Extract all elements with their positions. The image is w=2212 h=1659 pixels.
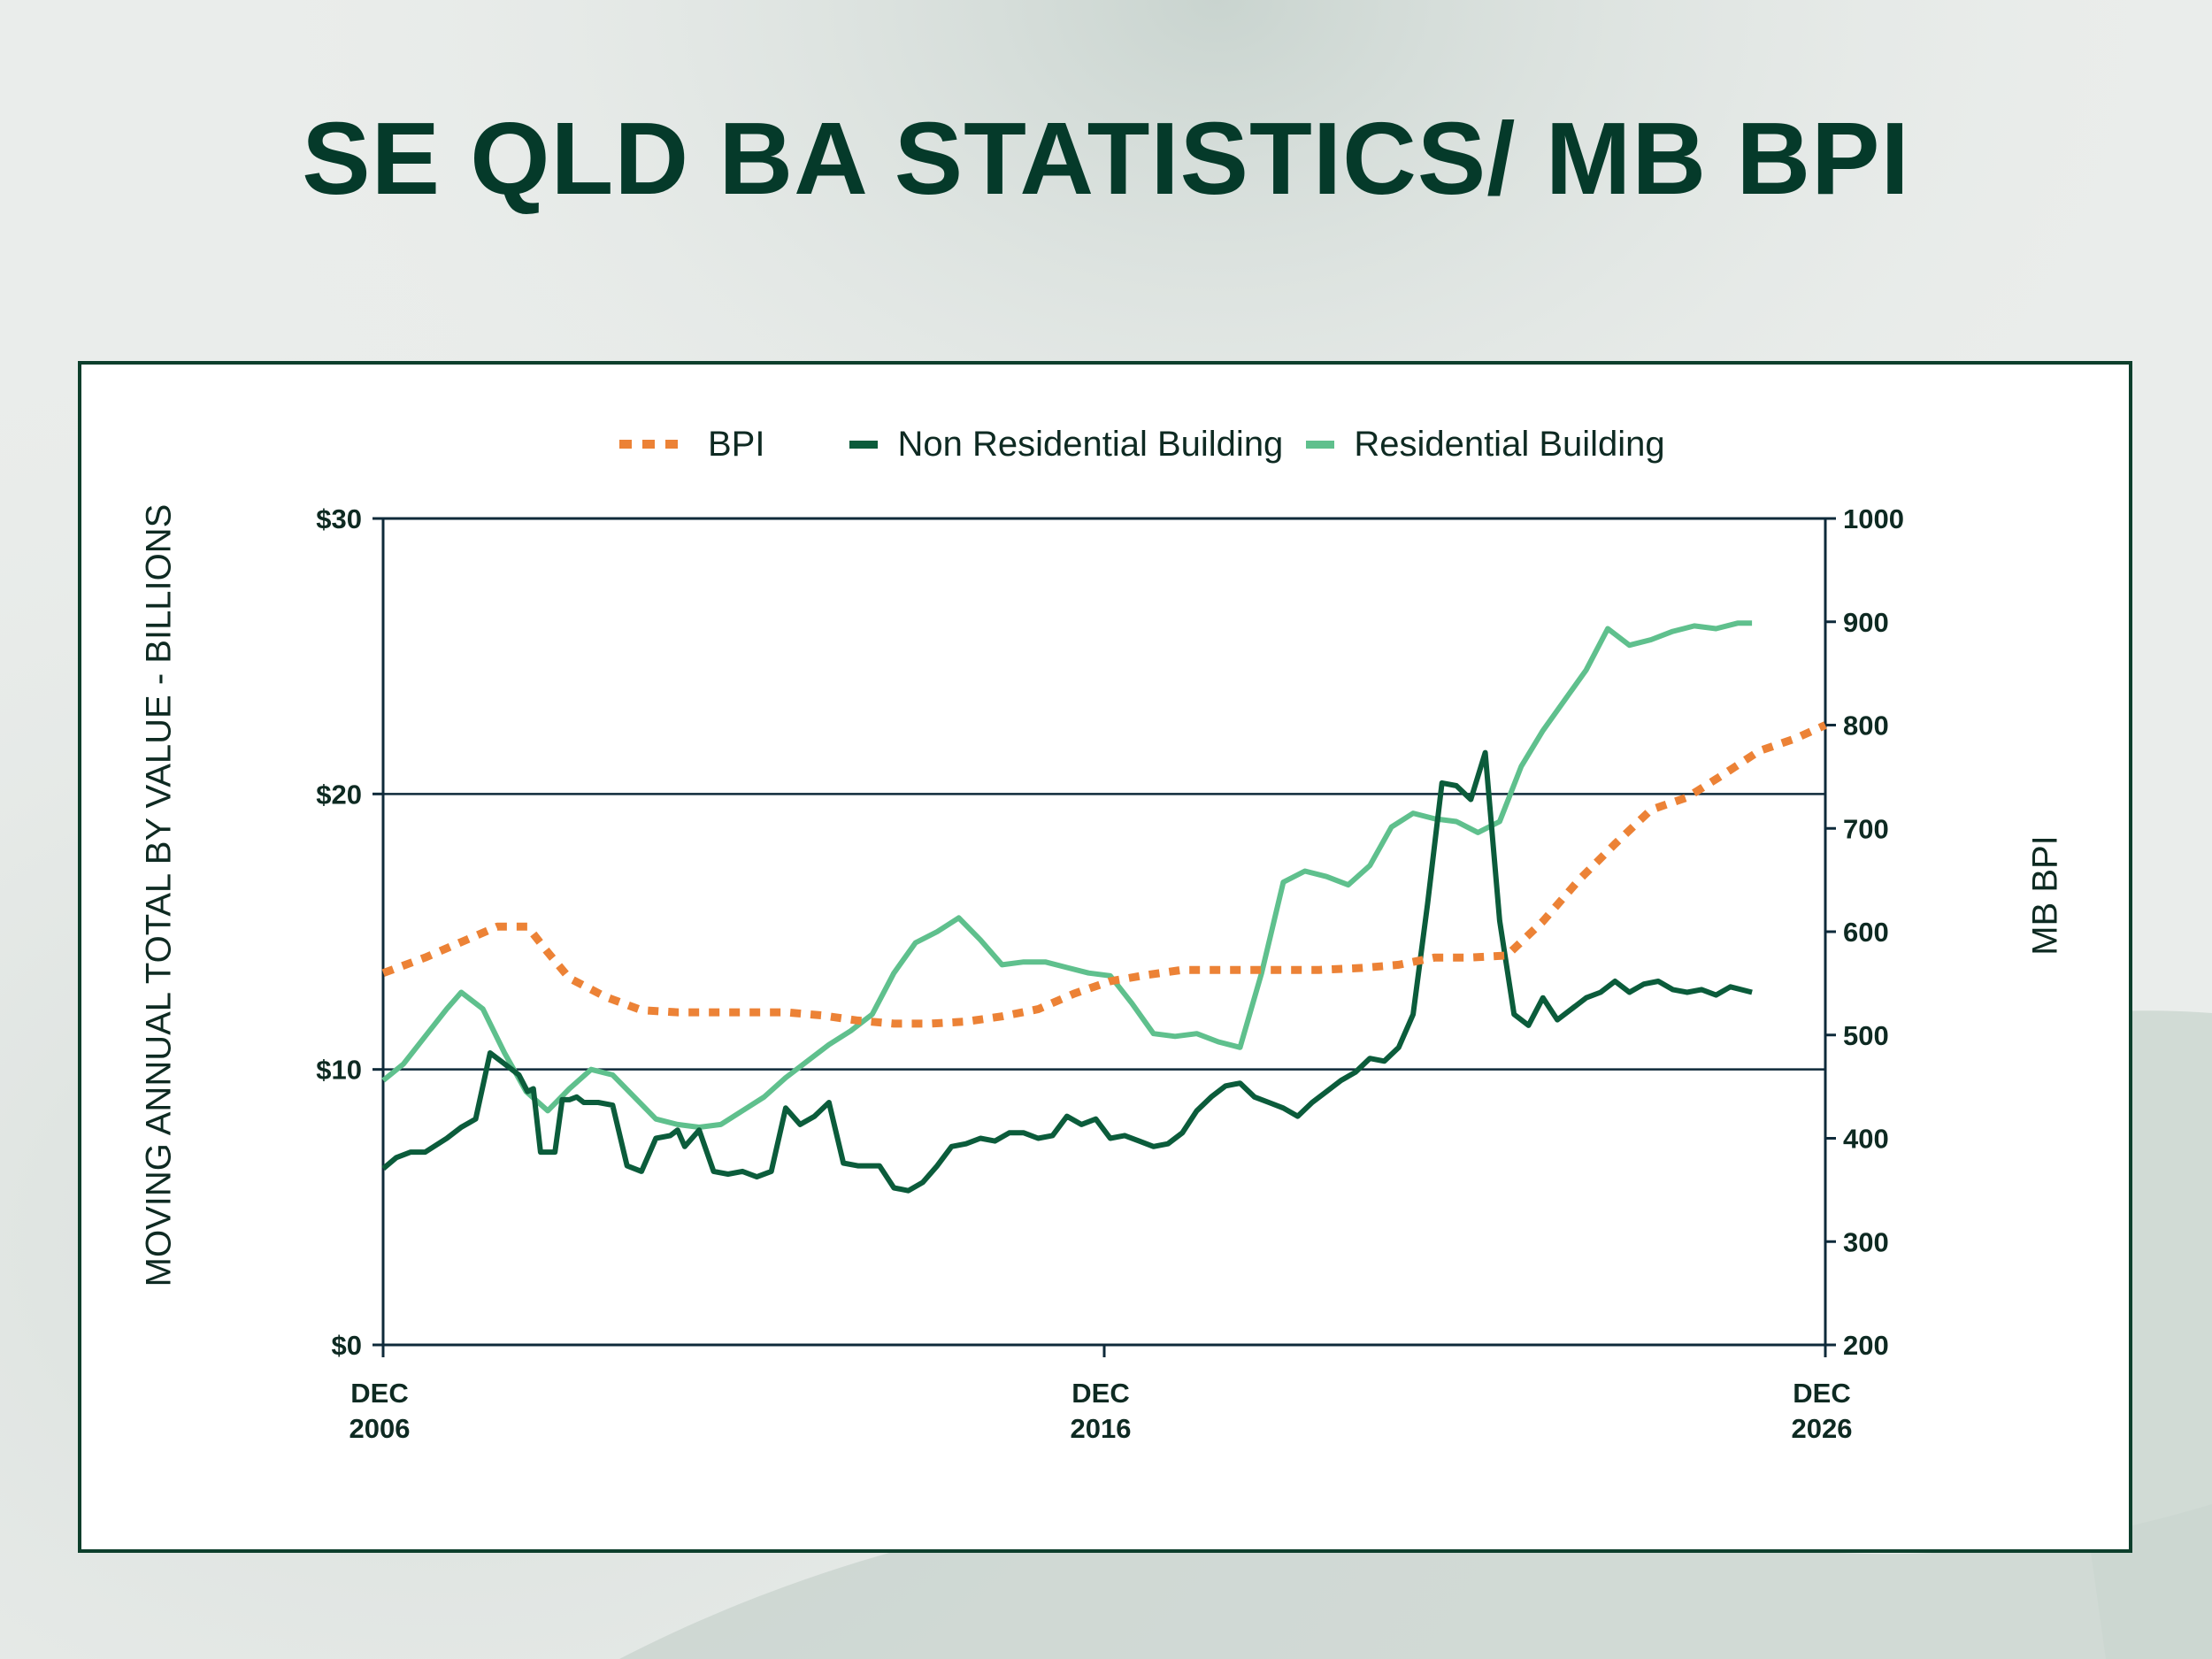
y-tick-label-left: $0 — [332, 1330, 362, 1361]
y-tick-label-right: 1000 — [1843, 503, 1904, 534]
legend-label-non-residential: Non Residential Building — [897, 424, 1284, 464]
legend-swatch-non-residential — [849, 440, 879, 449]
y-tick-label-right: 800 — [1843, 710, 1889, 741]
y-tick-label-right: 500 — [1843, 1020, 1889, 1051]
y-tick-label-left: $30 — [316, 503, 362, 534]
x-tick-label-month: DEC — [1793, 1378, 1850, 1409]
y-tick-label-left: $10 — [316, 1055, 362, 1086]
series-bpi-line — [381, 721, 1827, 1028]
series-lines — [381, 620, 1827, 1194]
x-tick-label-year: 2026 — [1792, 1413, 1853, 1444]
axes — [373, 517, 1836, 1357]
legend-item-bpi: BPI — [619, 425, 764, 465]
legend-label-bpi: BPI — [708, 424, 765, 464]
y-tick-label-right: 900 — [1843, 607, 1889, 638]
legend-item-residential: Residential Building — [1306, 424, 1665, 465]
gridlines — [383, 793, 1825, 1071]
page-title: SE QLD BA STATISTICS/ MB BPI — [302, 101, 1910, 216]
y-tick-label-right: 400 — [1843, 1124, 1889, 1155]
legend-swatch-residential — [1306, 440, 1335, 449]
series-residential-line — [381, 620, 1753, 1130]
y-tick-label-right: 200 — [1843, 1330, 1889, 1361]
y-axis-label-left: MOVING ANNUAL TOTAL BY VALUE - BILLIONS — [139, 503, 179, 1287]
x-tick-label-year: 2016 — [1071, 1413, 1132, 1444]
tick-labels: $0 $10 $20 $30 200 300 400 500 600 700 800 900 1000 D… — [316, 503, 1904, 1444]
x-tick-label-month: DEC — [1071, 1378, 1129, 1409]
series-non-residential-line — [381, 749, 1753, 1194]
y-tick-label-right: 600 — [1843, 917, 1889, 948]
x-tick-label-year: 2006 — [349, 1413, 411, 1444]
y-tick-label-right: 700 — [1843, 813, 1889, 844]
y-tick-label-right: 300 — [1843, 1226, 1889, 1257]
y-axis-label-right: MB BPI — [2025, 835, 2065, 956]
x-tick-label-month: DEC — [350, 1378, 408, 1409]
y-tick-label-left: $20 — [316, 779, 362, 810]
legend-label-residential: Residential Building — [1354, 424, 1665, 464]
legend: BPI Non Residential Building Residential… — [619, 418, 1715, 471]
legend-swatch-bpi — [619, 440, 688, 449]
legend-item-non-residential: Non Residential Building — [849, 425, 1283, 465]
